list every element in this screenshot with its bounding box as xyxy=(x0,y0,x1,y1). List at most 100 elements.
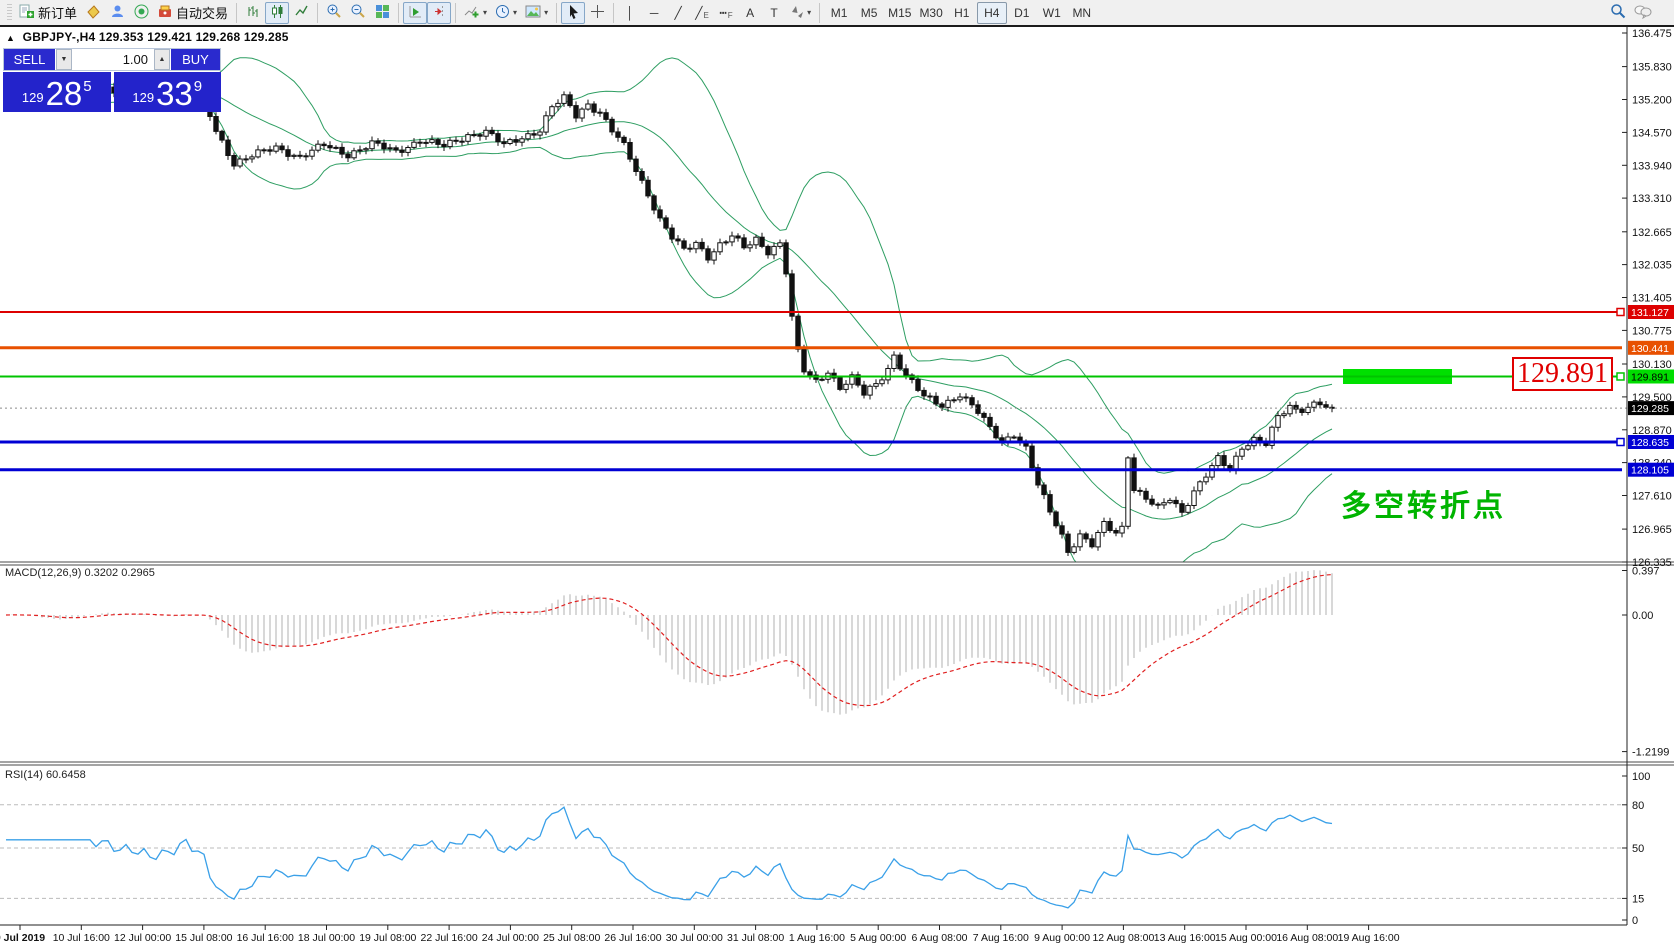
line-chart-icon xyxy=(294,4,309,22)
rsi-line xyxy=(6,806,1333,909)
timeframe-w1[interactable]: W1 xyxy=(1042,5,1061,20)
timeframe-m5[interactable]: M5 xyxy=(860,5,878,20)
chart-shift-button[interactable] xyxy=(427,1,452,24)
line-handle[interactable] xyxy=(1616,307,1625,317)
svg-text:0.397: 0.397 xyxy=(1632,566,1660,578)
line-chart-button[interactable] xyxy=(289,2,313,24)
macd-indicator-label: MACD(12,26,9) 0.3202 0.2965 xyxy=(5,567,155,579)
svg-text:132.035: 132.035 xyxy=(1632,260,1672,272)
svg-text:126.335: 126.335 xyxy=(1632,557,1672,569)
buy-price-prefix: 129 xyxy=(132,90,155,105)
dropdown-caret-icon: ▾ xyxy=(513,8,518,17)
svg-text:30 Jul 00:00: 30 Jul 00:00 xyxy=(666,932,723,944)
buy-price-panel[interactable]: 129 33 9 xyxy=(113,72,221,112)
zoom-out-button[interactable] xyxy=(346,2,370,24)
search-icon xyxy=(1610,3,1626,22)
search-button[interactable] xyxy=(1606,2,1630,24)
svg-text:136.475: 136.475 xyxy=(1632,28,1672,40)
autotrading-button[interactable]: 自动交易 xyxy=(153,2,232,24)
macd-signal-value: 0.2965 xyxy=(121,567,155,579)
macd-panel[interactable] xyxy=(5,570,1333,715)
rsi-value: 60.6458 xyxy=(45,769,86,781)
svg-text:9 Aug 00:00: 9 Aug 00:00 xyxy=(1034,932,1090,944)
svg-text:126.965: 126.965 xyxy=(1632,524,1672,536)
svg-text:131.127: 131.127 xyxy=(1631,307,1669,319)
new-order-button[interactable]: 新订单 xyxy=(15,2,81,24)
crosshair-button[interactable] xyxy=(585,2,609,24)
crosshair-icon xyxy=(590,4,605,22)
templates-button[interactable]: ▾ xyxy=(521,2,552,24)
text-tool[interactable]: A xyxy=(738,2,762,24)
horizontal-line-icon: ─ xyxy=(649,5,659,20)
trendline-icon: ╱ xyxy=(674,5,682,20)
channel-tool[interactable]: ╱ E xyxy=(695,5,709,21)
new-order-label: 新订单 xyxy=(38,6,78,21)
svg-text:31 Jul 08:00: 31 Jul 08:00 xyxy=(727,932,784,944)
tile-windows-button[interactable] xyxy=(370,2,394,24)
price-axis-chips: 131.127 130.441 129.891 128.635 128.105 129.2… xyxy=(1628,305,1674,477)
autotrading-icon xyxy=(157,4,173,22)
svg-text:127.610: 127.610 xyxy=(1632,491,1672,503)
line-handle[interactable] xyxy=(1616,372,1625,381)
svg-text:132.665: 132.665 xyxy=(1632,227,1672,239)
symbols-button[interactable] xyxy=(81,2,105,24)
horizontal-line-tool[interactable]: ─ xyxy=(642,2,666,24)
chat-icon xyxy=(1634,4,1652,22)
turning-point-annotation[interactable]: 多空转折点 xyxy=(1341,490,1506,523)
rsi-axis: 100 80 50 15 0 xyxy=(1622,771,1650,927)
svg-text:16 Jul 16:00: 16 Jul 16:00 xyxy=(237,932,294,944)
svg-text:129.891: 129.891 xyxy=(1631,372,1669,384)
volume-down-button[interactable]: ▼ xyxy=(56,49,72,70)
svg-text:-1.2199: -1.2199 xyxy=(1632,747,1669,759)
periods-button[interactable]: ▾ xyxy=(491,2,521,24)
svg-text:80: 80 xyxy=(1632,800,1644,812)
template-icon xyxy=(525,4,541,22)
svg-text:130.775: 130.775 xyxy=(1632,325,1672,337)
volume-input[interactable] xyxy=(72,49,154,70)
timeframe-m1[interactable]: M1 xyxy=(830,5,848,20)
indicators-button[interactable]: ▾ xyxy=(460,2,491,24)
toolbar-separator xyxy=(819,2,821,23)
symbol-name: GBPJPY-,H4 xyxy=(22,30,96,44)
text-label-icon: T xyxy=(770,5,778,20)
timeframe-m30[interactable]: M30 xyxy=(919,5,943,20)
timeframe-d1[interactable]: D1 xyxy=(1014,5,1030,20)
arrows-tool[interactable]: ▾ xyxy=(786,2,815,24)
toolbar-grip[interactable] xyxy=(7,3,12,22)
svg-text:9 Jul 2019: 9 Jul 2019 xyxy=(0,932,45,944)
trendline-tool[interactable]: ╱ xyxy=(666,2,690,24)
rsi-panel[interactable] xyxy=(0,804,1622,909)
timeframe-mn[interactable]: MN xyxy=(1072,5,1092,20)
metaeditor-button[interactable] xyxy=(105,2,129,24)
timeframe-m15[interactable]: M15 xyxy=(888,5,912,20)
fibonacci-tool[interactable]: ┅ F xyxy=(719,5,733,21)
svg-text:13 Aug 16:00: 13 Aug 16:00 xyxy=(1154,932,1216,944)
zoom-in-button[interactable] xyxy=(322,2,346,24)
bar-chart-button[interactable] xyxy=(241,2,265,24)
cursor-button[interactable] xyxy=(561,1,586,24)
candlestick-chart-button[interactable] xyxy=(265,1,290,24)
timeframe-h4[interactable]: H4 xyxy=(976,1,1007,24)
auto-scroll-button[interactable] xyxy=(403,1,428,24)
toolbar-separator xyxy=(236,2,238,23)
chat-button[interactable] xyxy=(1630,2,1656,24)
timeframe-h1[interactable]: H1 xyxy=(954,5,970,20)
svg-text:18 Jul 00:00: 18 Jul 00:00 xyxy=(298,932,355,944)
one-click-trading-panel: SELL ▼ ▲ BUY 129 28 5 129 33 9 xyxy=(3,48,221,112)
svg-text:5 Aug 00:00: 5 Aug 00:00 xyxy=(850,932,906,944)
price-level-callout[interactable]: 129.891 xyxy=(1512,357,1613,391)
buy-button[interactable]: BUY xyxy=(170,49,220,70)
symbol-title[interactable]: ▲ GBPJPY-,H4 129.353 129.421 129.268 129… xyxy=(6,30,289,44)
sell-price-panel[interactable]: 129 28 5 xyxy=(3,72,111,112)
line-handle[interactable] xyxy=(1616,437,1625,447)
toolbar: 新订单 自动交易 xyxy=(0,0,1674,27)
sell-button[interactable]: SELL xyxy=(4,49,56,70)
vertical-line-tool[interactable]: │ xyxy=(618,2,642,24)
signals-button[interactable] xyxy=(129,2,153,24)
svg-text:100: 100 xyxy=(1632,771,1650,783)
volume-up-button[interactable]: ▲ xyxy=(154,49,170,70)
ohlc-high: 129.421 xyxy=(147,30,193,44)
text-label-tool[interactable]: T xyxy=(762,2,786,24)
main-price-plot[interactable] xyxy=(0,57,1627,586)
